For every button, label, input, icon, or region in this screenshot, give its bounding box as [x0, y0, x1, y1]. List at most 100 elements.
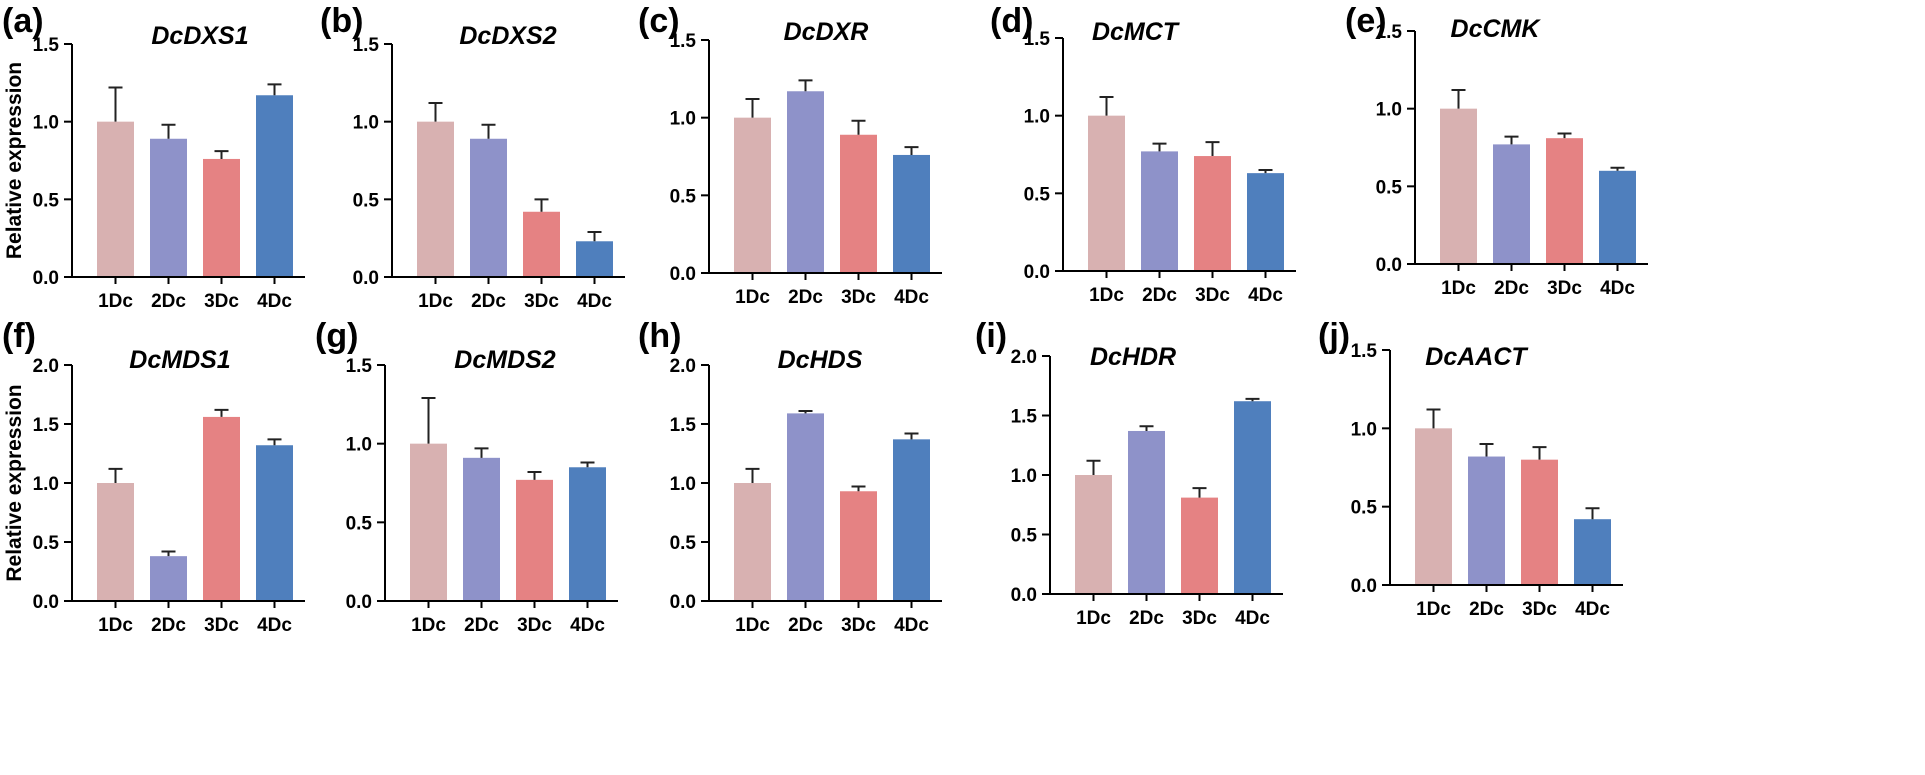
- y-tick-label: 1.0: [353, 113, 379, 134]
- y-tick-label: 1.0: [1024, 107, 1050, 128]
- panel-f: (f) DcMDS1 Relative expression 1Dc 2Dc 3Dc 4Dc…: [2, 317, 305, 636]
- x-tick-label: 3Dc: [1195, 285, 1230, 306]
- panel-a: (a) DcDXS1 Relative expression 1Dc 2Dc 3Dc 4Dc…: [2, 2, 305, 312]
- x-tick-label: 2Dc: [788, 287, 823, 308]
- y-tick-label: 0.5: [1024, 184, 1051, 205]
- y-tick-label: 1.0: [1351, 419, 1377, 440]
- bar-4Dc: [1599, 170, 1636, 264]
- error-bar: [527, 470, 542, 480]
- panel-letter: (b): [320, 2, 363, 40]
- bar-4Dc: [893, 154, 930, 273]
- panel-d: (d) DcMCT 1Dc 2Dc 3Dc 4Dc 0.0 0.5 1.0 1.5: [990, 2, 1296, 306]
- y-tick-label: 0.0: [353, 268, 379, 289]
- bar-1Dc: [734, 117, 771, 274]
- bar-1Dc: [97, 483, 134, 601]
- bar-4Dc: [893, 439, 930, 601]
- panel-letter: (f): [2, 317, 36, 355]
- y-tick-label: 1.0: [346, 435, 372, 456]
- x-tick-label: 4Dc: [1600, 278, 1635, 299]
- error-bar: [1610, 166, 1625, 171]
- error-bar: [1192, 487, 1207, 498]
- x-tick-label: 2Dc: [788, 615, 823, 636]
- y-tick-label: 0.5: [33, 190, 60, 211]
- chart-title: DcDXS1: [151, 22, 248, 50]
- bar-1Dc: [1440, 108, 1477, 265]
- bar-4Dc: [256, 95, 293, 277]
- y-tick-label: 1.5: [353, 35, 380, 56]
- y-tick-label: 2.0: [33, 356, 59, 377]
- error-bar: [580, 461, 595, 468]
- chart-title: DcMDS1: [129, 346, 230, 374]
- y-tick-label: 0.5: [353, 190, 380, 211]
- panel-b: (b) DcDXS2 1Dc 2Dc 3Dc 4Dc 0.0 0.5 1.0 1.5: [320, 2, 625, 312]
- bar-2Dc: [1468, 456, 1505, 585]
- x-tick-label: 1Dc: [98, 615, 133, 636]
- x-tick-label: 2Dc: [1142, 285, 1177, 306]
- bar-2Dc: [1141, 151, 1178, 271]
- error-bar: [745, 467, 760, 483]
- error-bar: [1139, 425, 1154, 431]
- x-tick-label: 1Dc: [1416, 599, 1451, 620]
- chart-title: DcAACT: [1425, 343, 1529, 371]
- bar-2Dc: [1493, 144, 1530, 264]
- bar-2Dc: [463, 457, 500, 601]
- chart-title: DcDXR: [784, 18, 869, 46]
- panel-g: (g) DcMDS2 1Dc 2Dc 3Dc 4Dc 0.0 0.5 1.0 1.5: [315, 317, 618, 636]
- bar-1Dc: [1088, 115, 1125, 272]
- error-bar: [161, 123, 176, 139]
- panel-j: (j) DcAACT 1Dc 2Dc 3Dc 4Dc 0.0 0.5 1.0 1.5: [1318, 317, 1623, 620]
- bar-3Dc: [840, 491, 877, 601]
- bar-3Dc: [1546, 138, 1583, 264]
- chart-title: DcHDS: [778, 346, 863, 374]
- x-tick-label: 3Dc: [204, 291, 239, 312]
- error-bar: [1426, 408, 1441, 429]
- x-tick-label: 3Dc: [1547, 278, 1582, 299]
- x-tick-label: 2Dc: [151, 291, 186, 312]
- panel-letter: (e): [1345, 2, 1387, 40]
- y-tick-label: 1.5: [670, 415, 697, 436]
- panel-h: (h) DcHDS 1Dc 2Dc 3Dc 4Dc 0.0 0.5 1.0 1.5 2.0: [638, 317, 942, 636]
- bar-3Dc: [1194, 156, 1231, 271]
- x-tick-label: 1Dc: [418, 291, 453, 312]
- bar-3Dc: [516, 479, 553, 601]
- y-tick-label: 2.0: [1011, 347, 1037, 368]
- y-tick-label: 1.0: [1376, 100, 1402, 121]
- y-tick-label: 1.0: [670, 474, 696, 495]
- panel-letter: (c): [638, 2, 680, 40]
- x-tick-label: 1Dc: [411, 615, 446, 636]
- error-bar: [851, 485, 866, 492]
- error-bar: [161, 550, 176, 557]
- x-tick-label: 1Dc: [1441, 278, 1476, 299]
- bar-1Dc: [1415, 428, 1452, 585]
- error-bar: [1099, 96, 1114, 116]
- error-bar: [214, 408, 229, 417]
- error-bar: [798, 410, 813, 414]
- error-bar: [904, 432, 919, 440]
- bar-4Dc: [1574, 519, 1611, 585]
- error-bar: [474, 447, 489, 458]
- error-bar: [851, 119, 866, 135]
- y-tick-label: 0.5: [1011, 526, 1038, 547]
- chart-title: DcHDR: [1090, 343, 1176, 371]
- error-bar: [421, 397, 436, 444]
- x-tick-label: 2Dc: [471, 291, 506, 312]
- y-tick-label: 0.5: [1351, 498, 1378, 519]
- x-tick-label: 3Dc: [1182, 608, 1217, 629]
- bar-1Dc: [734, 483, 771, 601]
- y-tick-label: 1.5: [1376, 22, 1403, 43]
- error-bar: [1086, 459, 1101, 475]
- bar-4Dc: [256, 445, 293, 601]
- bar-4Dc: [569, 467, 606, 601]
- bar-3Dc: [203, 158, 240, 277]
- x-tick-label: 1Dc: [1089, 285, 1124, 306]
- panel-letter: (i): [975, 317, 1007, 355]
- chart-title: DcDXS2: [459, 22, 556, 50]
- x-tick-label: 1Dc: [1076, 608, 1111, 629]
- x-tick-label: 4Dc: [257, 291, 292, 312]
- x-tick-label: 2Dc: [1494, 278, 1529, 299]
- bar-2Dc: [470, 138, 507, 277]
- x-tick-label: 4Dc: [577, 291, 612, 312]
- x-tick-label: 3Dc: [524, 291, 559, 312]
- error-bar: [1504, 135, 1519, 145]
